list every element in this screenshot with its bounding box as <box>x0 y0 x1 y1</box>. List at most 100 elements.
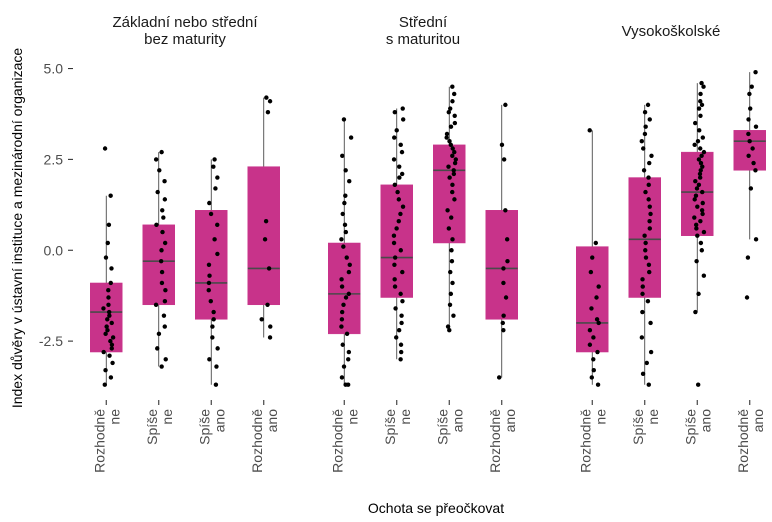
x-tick-label-line: ne <box>645 409 661 425</box>
data-point <box>697 175 703 180</box>
x-tick-label-line: Rozhodně <box>735 409 751 473</box>
data-point <box>587 128 592 133</box>
data-point <box>444 135 449 140</box>
data-point <box>748 186 754 191</box>
data-point <box>110 335 116 340</box>
data-point <box>640 277 645 282</box>
data-point <box>400 298 405 304</box>
data-point <box>267 99 273 104</box>
data-point <box>693 222 699 228</box>
data-point <box>396 218 401 224</box>
data-point <box>208 211 214 217</box>
data-point <box>340 342 345 347</box>
box-iqr <box>485 210 518 320</box>
data-point <box>347 262 352 267</box>
data-point <box>699 102 705 108</box>
data-point <box>103 331 108 337</box>
data-point <box>698 240 704 246</box>
data-point <box>105 240 110 246</box>
data-point <box>747 139 752 144</box>
data-point <box>640 371 646 377</box>
data-point <box>647 226 652 231</box>
data-point <box>698 218 703 224</box>
data-point <box>646 382 651 387</box>
x-tick-label-line: Rozhodně <box>249 409 265 473</box>
data-point <box>640 291 645 297</box>
x-tick-label-line: ano <box>502 409 518 433</box>
x-tick-label: Rozhodně ano <box>487 409 518 473</box>
data-point <box>501 266 506 271</box>
box-iqr <box>733 130 766 171</box>
data-point <box>641 146 646 151</box>
data-point <box>699 208 705 213</box>
data-point <box>214 364 219 369</box>
y-tick-label: 2.5 <box>44 151 64 167</box>
data-point <box>343 229 349 235</box>
x-tick-label: Rozhodně ano <box>249 409 280 473</box>
data-point <box>447 139 452 144</box>
x-tick-label: Spíše ano <box>196 409 227 445</box>
panel-title-line: Základní nebo střední <box>112 14 258 31</box>
data-point <box>646 262 652 267</box>
data-point <box>339 317 345 322</box>
data-point <box>647 269 652 275</box>
data-point <box>693 179 698 184</box>
data-point <box>344 331 350 337</box>
data-point <box>162 240 168 246</box>
x-tick-label-line: ano <box>449 409 465 433</box>
data-point <box>154 222 159 228</box>
data-point <box>594 317 600 322</box>
data-point <box>153 157 159 162</box>
data-point <box>394 335 399 340</box>
x-tick-label-line: ne <box>592 409 608 425</box>
data-point <box>446 109 451 115</box>
data-point <box>444 131 450 137</box>
data-point <box>101 349 106 355</box>
data-point <box>639 139 644 144</box>
data-point <box>693 193 699 198</box>
data-point <box>110 360 115 366</box>
data-point <box>447 328 452 333</box>
x-tick-label: Spíše ano <box>682 409 713 445</box>
data-point <box>109 342 115 347</box>
data-point <box>395 189 400 195</box>
data-point <box>643 189 648 195</box>
data-point <box>392 262 397 267</box>
data-point <box>340 153 345 158</box>
data-point <box>339 284 345 289</box>
data-point <box>391 233 397 238</box>
data-point <box>448 106 453 111</box>
panel-title-line: Vysokoškolské <box>622 23 721 40</box>
data-point <box>698 160 704 166</box>
data-point <box>694 186 700 191</box>
data-point <box>647 204 652 209</box>
data-point <box>448 142 454 148</box>
x-tick-label-line: ano <box>264 409 280 433</box>
data-point <box>695 139 701 144</box>
data-point <box>451 313 456 318</box>
data-point <box>642 131 648 137</box>
data-point <box>396 328 402 333</box>
data-point <box>451 168 456 173</box>
data-point <box>445 324 451 329</box>
data-point <box>591 357 596 362</box>
data-point <box>744 295 750 300</box>
data-point <box>159 364 164 369</box>
box-iqr <box>380 184 413 298</box>
data-point <box>452 149 457 155</box>
data-point <box>163 288 168 293</box>
x-tick-label-line: Spíše <box>630 409 646 445</box>
data-point <box>591 367 596 373</box>
data-point <box>648 211 653 217</box>
data-point <box>449 215 454 220</box>
data-point <box>643 240 648 246</box>
box-iqr <box>142 224 175 306</box>
data-point <box>157 168 162 173</box>
data-point <box>701 84 706 89</box>
data-point <box>398 142 403 148</box>
data-point <box>106 302 111 307</box>
box-iqr <box>247 166 280 306</box>
data-point <box>694 258 699 264</box>
data-point <box>643 124 648 129</box>
